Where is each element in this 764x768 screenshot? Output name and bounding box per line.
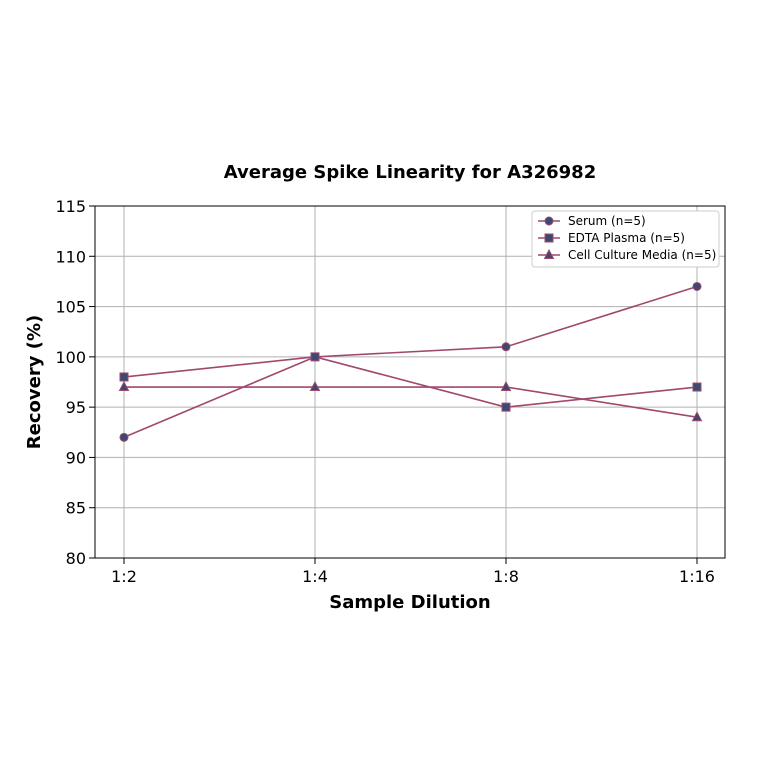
x-tick-label: 1:16	[679, 567, 715, 586]
y-tick-label: 115	[55, 197, 86, 216]
series-line	[123, 285, 698, 439]
legend-label: Serum (n=5)	[568, 214, 646, 228]
legend-marker-circle	[544, 216, 554, 226]
legend-marker-triangle	[543, 248, 555, 259]
data-point-square	[692, 382, 702, 392]
legend: Serum (n=5) EDTA Plasma (n=5) Cell Culture…	[531, 210, 720, 268]
series-layer	[118, 281, 703, 442]
series-3	[118, 380, 703, 422]
data-point-square	[501, 402, 511, 412]
series-line	[123, 356, 698, 408]
legend-item: Cell Culture Media (n=5)	[538, 248, 716, 262]
plot-area-frame	[94, 205, 726, 559]
ticks: 80 85 90 95 100 105 110 115 1:2 1:4 1:8 1:16	[55, 197, 715, 586]
y-axis-label: Recovery (%)	[24, 315, 45, 449]
x-tick-label: 1:8	[493, 567, 519, 586]
x-axis-label: Sample Dilution	[329, 592, 490, 613]
y-tick-label: 90	[66, 448, 86, 467]
y-tick-label: 85	[66, 499, 86, 518]
legend-item: Serum (n=5)	[538, 214, 646, 228]
legend-label: EDTA Plasma (n=5)	[568, 231, 685, 245]
x-tick-label: 1:4	[302, 567, 328, 586]
legend-label: Cell Culture Media (n=5)	[568, 248, 716, 262]
data-point-triangle	[309, 380, 321, 392]
y-tick-label: 80	[66, 549, 86, 568]
data-point-square	[119, 372, 129, 382]
x-tick-label: 1:2	[111, 567, 137, 586]
series-line	[124, 386, 698, 418]
data-point-triangle	[500, 380, 512, 392]
y-tick-label: 110	[55, 247, 86, 266]
data-point-circle	[692, 281, 702, 291]
legend-marker-square	[544, 233, 554, 243]
legend-item: EDTA Plasma (n=5)	[538, 231, 685, 245]
series-2	[119, 352, 702, 412]
data-point-circle	[119, 432, 129, 442]
data-point-square	[310, 352, 320, 362]
y-tick-label: 95	[66, 398, 86, 417]
chart-title: Average Spike Linearity for A326982	[224, 162, 596, 183]
data-point-triangle	[691, 411, 703, 422]
y-tick-label: 100	[55, 348, 86, 367]
legend-box	[531, 210, 720, 268]
data-point-circle	[501, 342, 511, 352]
data-point-triangle	[118, 380, 130, 392]
y-tick-label: 105	[55, 298, 86, 317]
